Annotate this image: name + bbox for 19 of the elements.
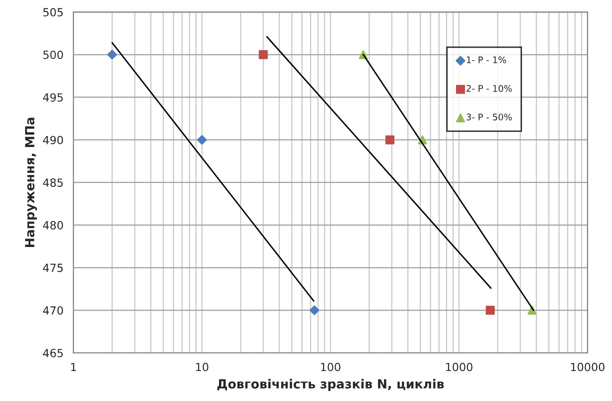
x-tick-label: 10000	[571, 362, 604, 372]
y-tick-label: 470	[43, 306, 63, 315]
y-tick-label: 465	[43, 348, 63, 358]
x-tick-label: 1000	[446, 362, 472, 372]
y-tick-label: 485	[43, 178, 63, 187]
x-tick-label: 100	[321, 362, 340, 372]
x-axis-title: Довговічність зразків N, циклів	[217, 378, 444, 392]
y-tick-label: 500	[43, 50, 63, 60]
y-axis-title: Напруження, МПа	[25, 118, 37, 247]
x-tick-label: 1	[71, 362, 76, 372]
y-tick-label: 495	[43, 93, 63, 102]
legend-label: 2- P - 10%	[466, 85, 512, 92]
legend-label: 1- P - 1%	[466, 56, 506, 64]
y-tick-label: 480	[43, 221, 63, 230]
y-tick-label: 475	[43, 264, 63, 272]
y-tick-label: 505	[43, 8, 63, 16]
x-tick-label: 10	[196, 362, 208, 372]
y-tick-label: 490	[43, 136, 63, 144]
legend-label: 3- P - 50%	[466, 114, 512, 120]
